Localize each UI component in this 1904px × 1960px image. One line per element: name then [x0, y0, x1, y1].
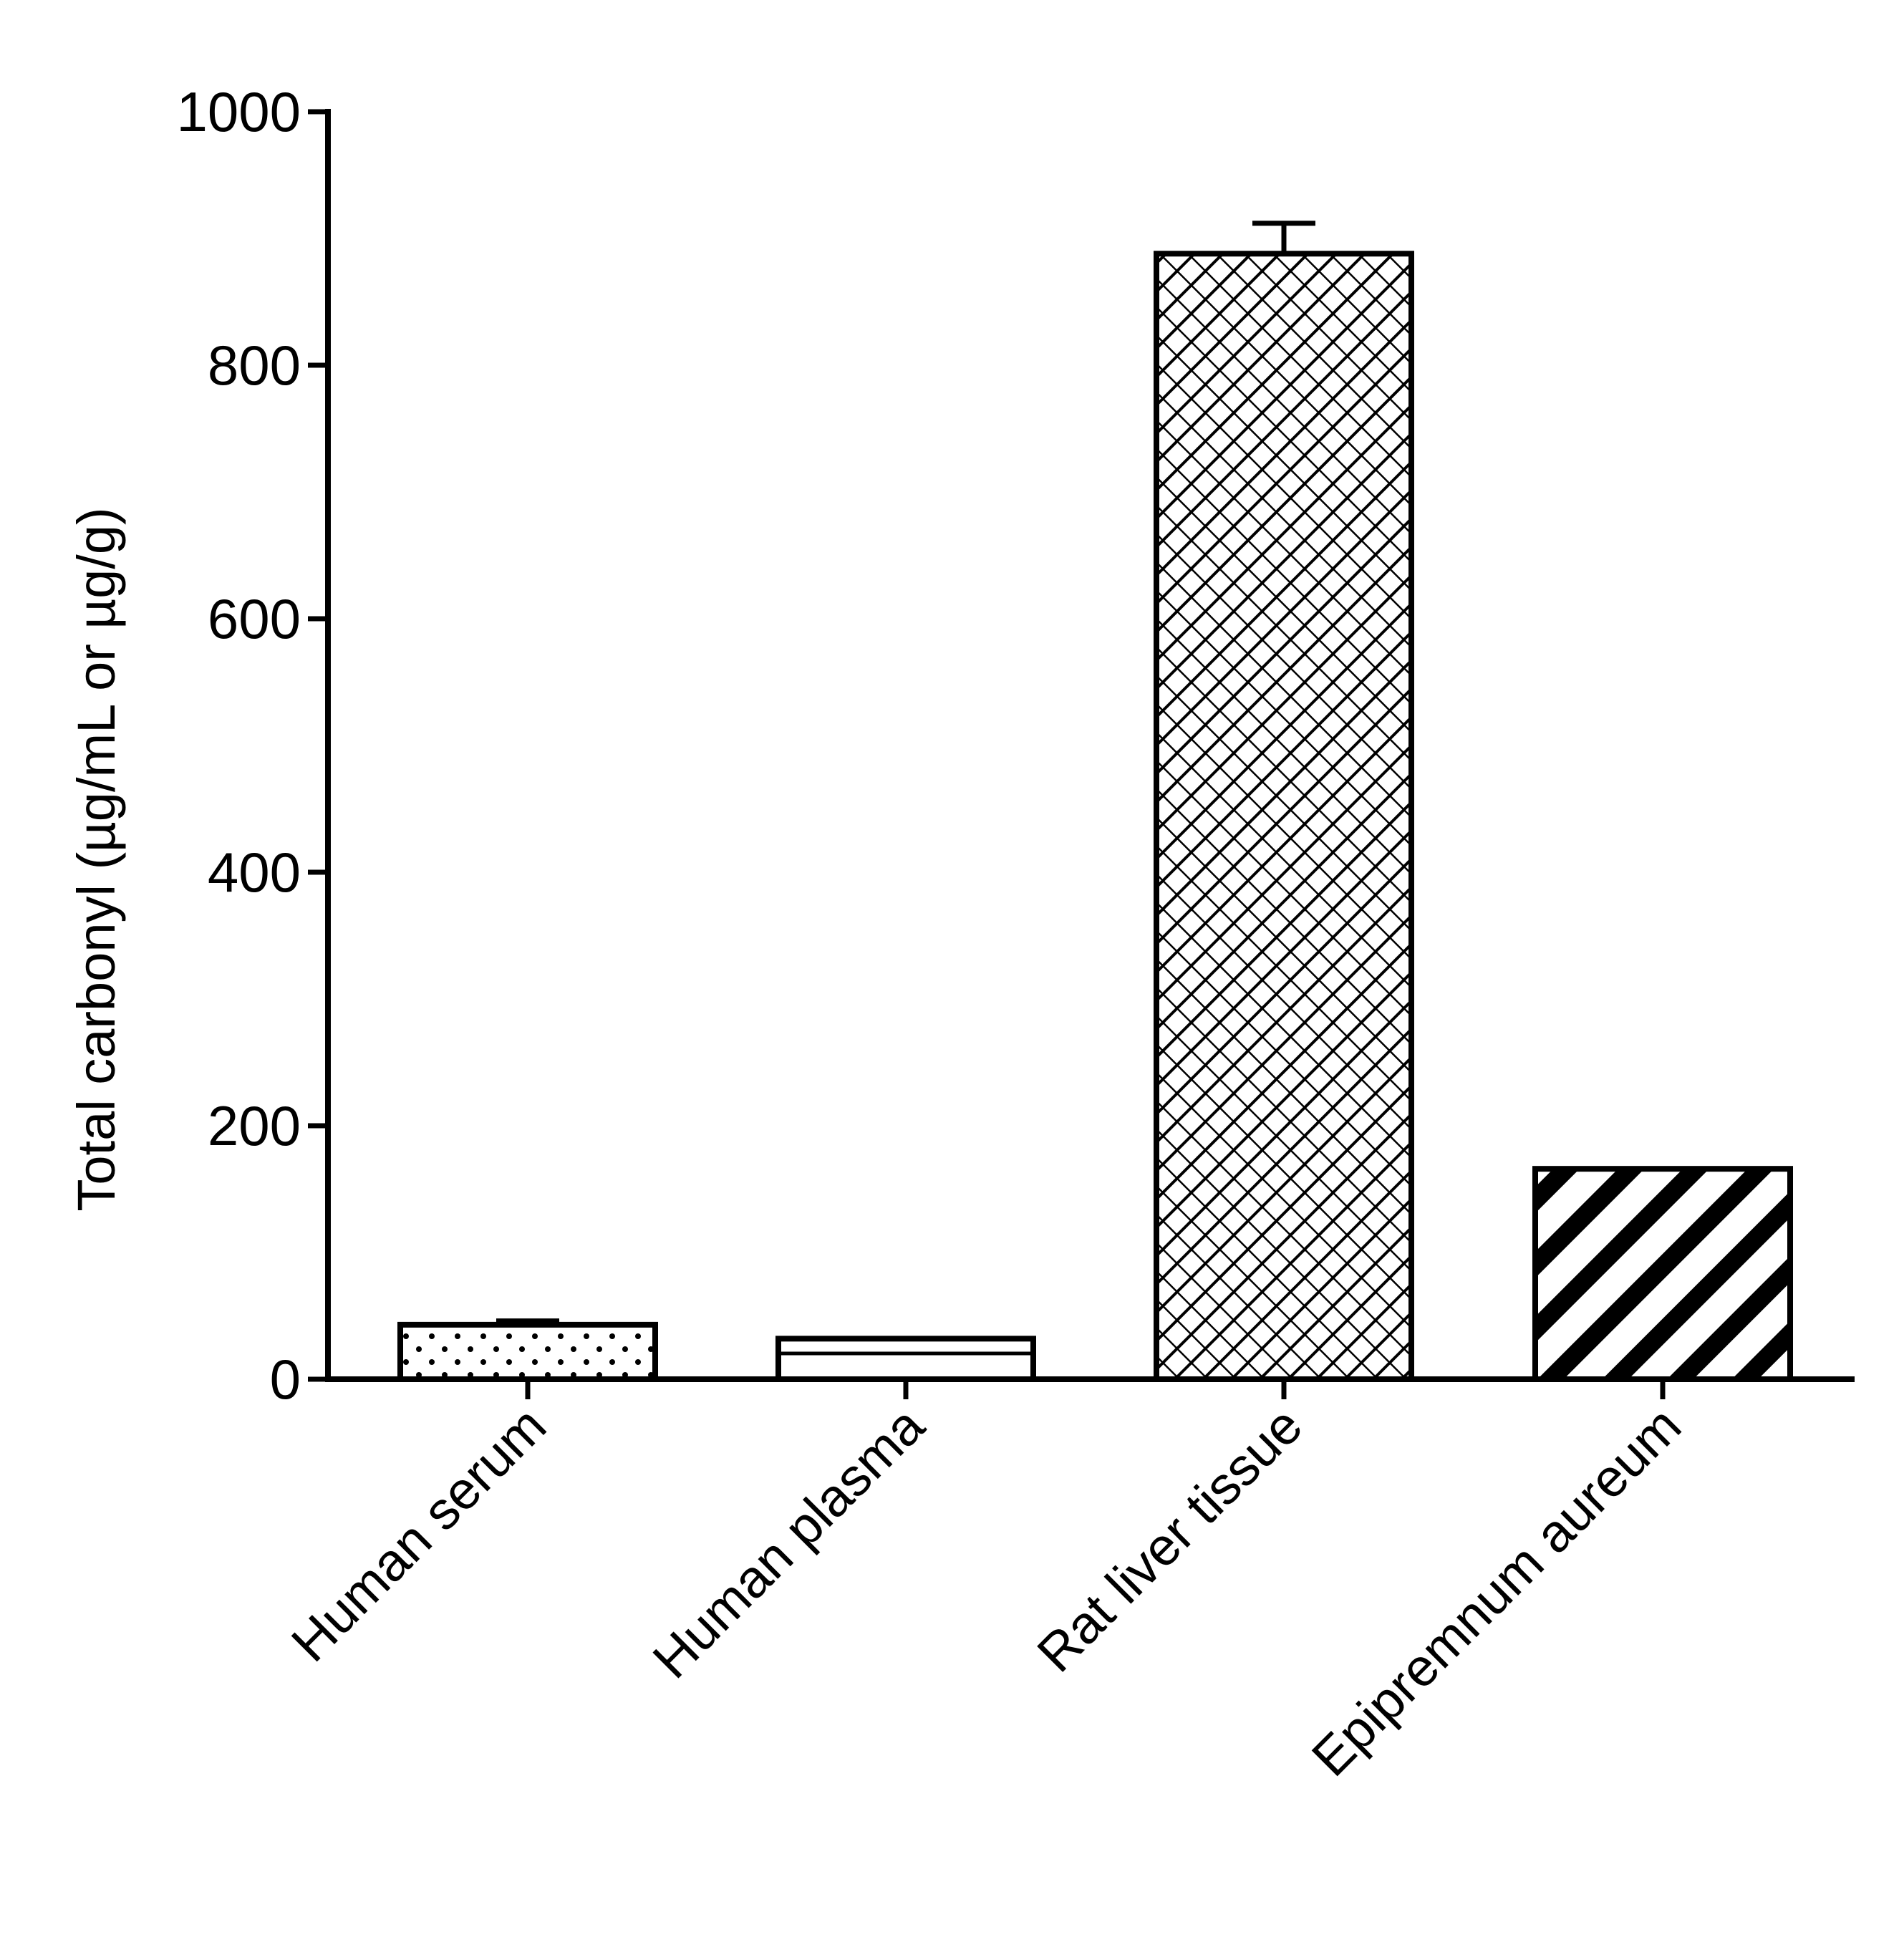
y-tick-label: 400 — [208, 841, 301, 904]
y-tick-label: 600 — [208, 587, 301, 650]
x-tick-label: Epipremnum aureum — [1300, 1396, 1692, 1787]
bar-rat-liver-tissue — [1154, 251, 1414, 1382]
plot-area: 0 200 400 600 800 1000 Human serum Human plasma… — [176, 80, 1855, 1787]
y-tick-label: 0 — [270, 1348, 301, 1411]
x-tick-label: Rat liver tissue — [1025, 1396, 1313, 1684]
bar-epipremnum-aureum — [1532, 1166, 1793, 1383]
y-tick-label: 800 — [208, 334, 301, 397]
y-tick-label: 200 — [208, 1094, 301, 1157]
bar-human-serum — [397, 1321, 658, 1383]
bar-human-plasma — [775, 1336, 1036, 1382]
y-axis-title: Total carbonyl (µg/mL or µg/g) — [67, 507, 126, 1211]
x-tick-label: Human serum — [280, 1396, 557, 1673]
y-tick-label: 1000 — [176, 80, 301, 143]
x-tick-label: Human plasma — [642, 1395, 936, 1689]
